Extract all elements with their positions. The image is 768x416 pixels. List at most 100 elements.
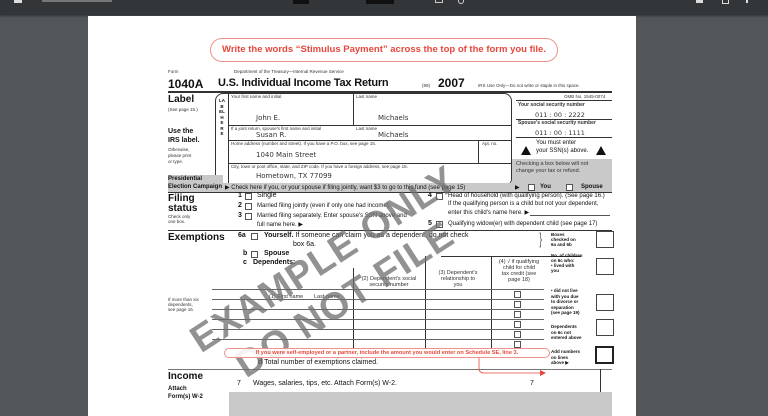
- otherwise-1: Otherwise,: [168, 147, 190, 152]
- notice-arrow-icon: [478, 358, 546, 376]
- department: Department of the Treasury—Internal Reve…: [234, 69, 344, 74]
- pdf-toolbar: [0, 0, 768, 15]
- dependent-row[interactable]: [212, 309, 544, 310]
- qualifying-widow-label: Qualifying widow(er) with dependent chil…: [448, 221, 598, 227]
- spouse-label: Spouse: [264, 250, 290, 257]
- side-label-did-not-live: • did not live with you due to divorce or s…: [551, 288, 580, 315]
- total-exemptions-field[interactable]: [595, 346, 614, 364]
- married-separately-checkbox[interactable]: [245, 213, 252, 220]
- city-label: City, town or post office, state, and ZI…: [231, 164, 408, 169]
- election-note-2: change your tax or refund.: [516, 168, 581, 174]
- must-enter-2: your SSN(s) above.: [536, 148, 589, 154]
- filing-sub-2: one box.: [168, 219, 186, 224]
- label-title: Label: [168, 94, 195, 105]
- ssn-field[interactable]: 011 : 00 : 2222: [535, 111, 585, 119]
- fit-page-icon[interactable]: [435, 0, 443, 3]
- more-options-icon[interactable]: [746, 0, 748, 3]
- rotate-icon[interactable]: [458, 0, 464, 4]
- head-of-household-checkbox[interactable]: [436, 193, 443, 200]
- election-text: ▶ Check here if you, or your spouse if f…: [225, 185, 466, 191]
- ssn-label: Your social security number: [518, 102, 585, 108]
- child-tax-credit-checkbox[interactable]: [514, 341, 521, 348]
- child-tax-credit-checkbox[interactable]: [514, 331, 521, 338]
- dependent-row[interactable]: [212, 299, 544, 300]
- spouse-last-field[interactable]: Michaels: [378, 131, 409, 139]
- dependent-row[interactable]: [212, 329, 544, 330]
- income-title: Income: [168, 371, 204, 382]
- form-word: Form: [168, 69, 179, 74]
- download-icon[interactable]: [696, 0, 703, 3]
- first-name-field[interactable]: John E.: [256, 114, 281, 122]
- spouse-first-label: If a joint return, spouse's first name a…: [231, 126, 322, 131]
- form-number: 1040A: [168, 77, 204, 91]
- election-note-1: Checking a box below will not: [516, 161, 589, 167]
- boxes-checked-field[interactable]: [596, 231, 614, 248]
- must-enter-1: You must enter: [536, 140, 577, 146]
- qualifying-widow-checkbox[interactable]: [436, 221, 443, 228]
- brace: }: [539, 231, 543, 248]
- apt-label: Apt. no.: [482, 141, 498, 146]
- use-irs-label-1: Use the: [168, 128, 194, 135]
- form-code: (99): [422, 83, 431, 88]
- use-irs-label-2: IRS label.: [168, 137, 200, 144]
- exemptions-title: Exemptions: [168, 232, 225, 243]
- address-label: Home address (number and street). If you…: [231, 141, 376, 146]
- election-title-2: Election Campaign: [168, 184, 223, 190]
- child-tax-credit-checkbox[interactable]: [514, 311, 521, 318]
- zoom-level-input[interactable]: [366, 0, 394, 4]
- warning-triangle-icon: [521, 146, 531, 155]
- married-separately-label: Married filing separately. Enter spouse'…: [257, 213, 407, 219]
- side-label-lived-with: No. of children on 6c who: • lived with you: [551, 253, 583, 273]
- filing-status-title-1: Filing: [168, 193, 195, 204]
- dependents-label: Dependents:: [253, 259, 296, 266]
- child-tax-credit-checkbox[interactable]: [514, 321, 521, 328]
- dependent-row[interactable]: [212, 339, 544, 340]
- warning-triangle-icon: [596, 146, 606, 155]
- dependents-not-entered-field[interactable]: [596, 319, 614, 336]
- married-jointly-label: Married filing jointly (even if only one…: [257, 203, 389, 209]
- irs-use-only: IRS Use Only—Do not write or staple in t…: [478, 83, 580, 88]
- menu-icon[interactable]: [14, 0, 22, 3]
- self-employed-notice: If you were self-employed or a partner, …: [224, 348, 550, 358]
- side-label-dependents-not-entered: Dependents on 6c not entered above: [551, 324, 582, 340]
- last-name-field[interactable]: Michaels: [378, 114, 409, 122]
- omb-number: OMB No. 1545-0074: [564, 94, 606, 99]
- head-of-household-label: Head of household (with qualifying perso…: [448, 193, 605, 199]
- address-field[interactable]: 1040 Main Street: [256, 151, 317, 159]
- arrow-right-icon: ▶: [515, 185, 520, 191]
- dependent-row[interactable]: [212, 289, 544, 290]
- married-jointly-checkbox[interactable]: [245, 203, 252, 210]
- page-number-input[interactable]: [293, 0, 309, 4]
- print-icon[interactable]: [722, 0, 729, 4]
- stimulus-notice: Write the words “Stimulus Payment” acros…: [210, 38, 558, 62]
- document-title: [42, 0, 112, 2]
- side-label-boxes-checked: Boxes checked on 6a and 6b: [551, 232, 576, 247]
- did-not-live-field[interactable]: [596, 294, 614, 311]
- child-tax-credit-checkbox[interactable]: [514, 301, 521, 308]
- child-tax-credit-checkbox[interactable]: [514, 291, 521, 298]
- filing-sub-1: Check only: [168, 214, 191, 219]
- spouse-ssn-label: Spouse's social security number: [518, 120, 596, 126]
- election-you-checkbox[interactable]: [528, 184, 535, 191]
- last-name-label: Last name: [356, 94, 378, 99]
- election-spouse-checkbox[interactable]: [566, 184, 573, 191]
- city-field[interactable]: Hometown, TX 77099: [256, 172, 332, 180]
- form-title: U.S. Individual Income Tax Return: [218, 77, 389, 89]
- side-label-add-numbers: Add numbers on lines above ▶: [551, 349, 581, 365]
- lived-with-field[interactable]: [596, 258, 614, 275]
- yourself-checkbox[interactable]: [251, 233, 258, 240]
- spouse-checkbox[interactable]: [251, 251, 258, 258]
- election-title-1: Presidential: [168, 176, 203, 182]
- line-6d: d Total number of exemptions claimed.: [258, 359, 379, 366]
- spouse-last-label: Last name: [356, 126, 378, 131]
- first-name-label: Your first name and initial: [231, 94, 282, 99]
- tax-year: 2007: [438, 76, 465, 90]
- label-here-vertical: LABEL HERE: [219, 98, 225, 136]
- single-label: Single: [257, 192, 277, 199]
- filing-status-title-2: status: [168, 203, 198, 214]
- election-you-label: You: [540, 184, 551, 190]
- spouse-ssn-field[interactable]: 011 : 00 : 1111: [535, 129, 585, 137]
- single-checkbox[interactable]: [245, 193, 252, 200]
- spouse-first-field[interactable]: Susan R.: [256, 131, 287, 139]
- dependent-row[interactable]: [212, 319, 544, 320]
